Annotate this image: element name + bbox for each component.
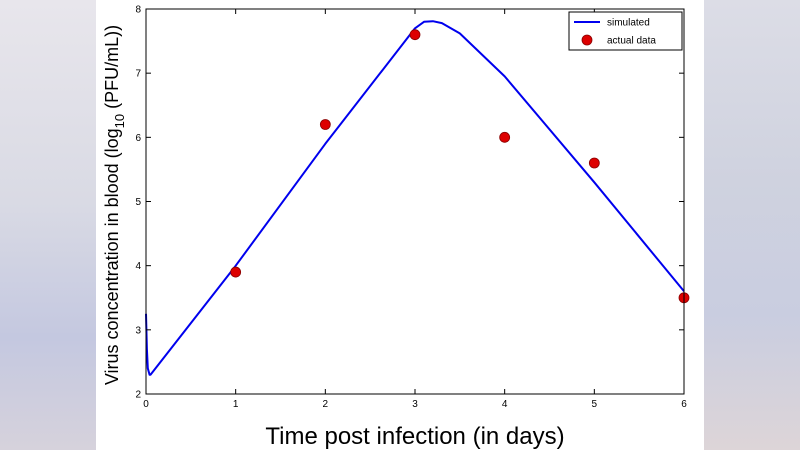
chart-canvas: 0 1 2 3 4 5 6 2 3 4 5 6 7 8 Time post infection (in d…: [102, 5, 690, 450]
x-tick-label: 6: [681, 399, 687, 410]
actual-data-point: [319, 119, 331, 130]
x-tick-label: 3: [412, 399, 418, 410]
actual-data-point: [230, 266, 242, 278]
y-tick-label: 4: [135, 261, 141, 272]
x-tick-label: 2: [323, 399, 329, 410]
simulated-line: [145, 20, 685, 376]
actual-data-point: [588, 157, 600, 169]
background-right-panel: [700, 0, 800, 450]
y-tick-label: 6: [135, 133, 141, 144]
y-axis-label: Virus concentration in blood (log10 (PFU…: [102, 25, 127, 385]
legend-marker-actual-data: [581, 34, 593, 46]
x-tick-label: 5: [592, 399, 598, 410]
plot-area-frame: [145, 8, 685, 395]
background-left-panel: [0, 0, 110, 450]
x-tick-label: 4: [502, 399, 508, 410]
legend-label-simulated: simulated: [607, 18, 650, 29]
actual-data-point: [499, 131, 511, 143]
x-axis-label: Time post infection (in days): [265, 423, 564, 450]
x-tick-label: 0: [143, 399, 149, 410]
legend-label-actual-data: actual data: [607, 36, 656, 47]
y-axis-label-main: Virus concentration in blood (log: [102, 128, 122, 385]
y-tick-label: 3: [135, 325, 141, 336]
x-tick-label: 1: [233, 399, 239, 410]
y-tick-label: 5: [135, 197, 141, 208]
y-tick-label: 8: [135, 5, 141, 16]
y-axis-label-subscript: 10: [112, 114, 127, 128]
actual-data-point: [409, 29, 421, 41]
y-tick-label: 2: [135, 390, 141, 401]
y-tick-label: 7: [135, 69, 141, 80]
legend: simulated actual data: [568, 11, 683, 51]
chart-figure: 0 1 2 3 4 5 6 2 3 4 5 6 7 8 Time post infection (in d…: [96, 0, 704, 450]
y-axis-label-tail: (PFU/mL)): [102, 25, 122, 114]
